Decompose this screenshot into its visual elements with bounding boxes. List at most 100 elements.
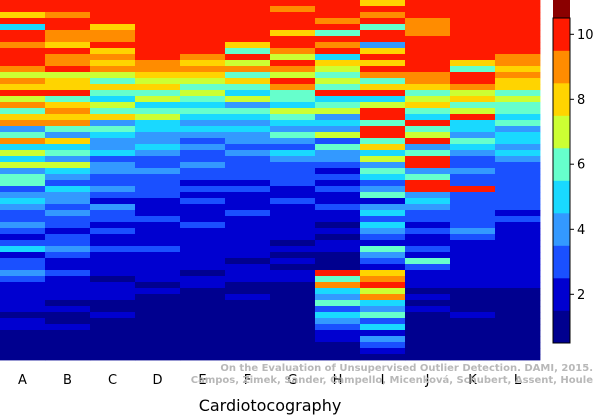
heatmap-cell	[360, 258, 406, 265]
heatmap-cell	[315, 114, 361, 121]
heatmap-cell	[135, 186, 181, 193]
heatmap-cell	[270, 12, 316, 19]
heatmap-cell	[135, 300, 181, 307]
heatmap-cell	[495, 348, 541, 355]
heatmap-cell	[180, 336, 226, 343]
heatmap-cell	[405, 36, 451, 43]
heatmap-cell	[0, 198, 46, 205]
heatmap-cell	[225, 132, 271, 139]
heatmap-cell	[360, 168, 406, 175]
heatmap-cell	[495, 6, 541, 13]
heatmap-cell	[0, 318, 46, 325]
heatmap-cell	[360, 132, 406, 139]
heatmap-cell	[135, 270, 181, 277]
heatmap-cell	[135, 102, 181, 109]
heatmap-cell	[180, 102, 226, 109]
heatmap-cell	[225, 300, 271, 307]
heatmap-cell	[360, 54, 406, 61]
heatmap-cell	[0, 78, 46, 85]
heatmap-cell	[495, 306, 541, 313]
heatmap-cell	[270, 30, 316, 37]
heatmap-cell	[225, 12, 271, 19]
heatmap-cell	[90, 114, 136, 121]
heatmap-cell	[180, 72, 226, 79]
heatmap-cell	[180, 180, 226, 187]
heatmap-cell	[270, 150, 316, 157]
heatmap-cell	[0, 330, 46, 337]
heatmap-cell	[315, 108, 361, 115]
heatmap-cell	[225, 144, 271, 151]
heatmap-cell	[135, 120, 181, 127]
heatmap-cell	[360, 282, 406, 289]
heatmap-cell	[135, 24, 181, 31]
heatmap-cell	[405, 336, 451, 343]
heatmap-cell	[270, 114, 316, 121]
heatmap-cell	[450, 114, 496, 121]
heatmap-cell	[450, 198, 496, 205]
heatmap-cell	[270, 294, 316, 301]
heatmap-cell	[135, 0, 181, 7]
heatmap-cell	[495, 222, 541, 229]
heatmap-cell	[225, 66, 271, 73]
heatmap-cell	[405, 318, 451, 325]
heatmap-cell	[0, 210, 46, 217]
heatmap-cell	[360, 180, 406, 187]
heatmap-cell	[495, 288, 541, 295]
heatmap-cell	[90, 42, 136, 49]
heatmap-cell	[270, 228, 316, 235]
heatmap-cell	[405, 324, 451, 331]
heatmap-cell	[0, 300, 46, 307]
heatmap-cell	[45, 204, 91, 211]
heatmap-cell	[360, 342, 406, 349]
colorbar-segment	[553, 50, 570, 84]
heatmap-cell	[135, 246, 181, 253]
heatmap-cell	[360, 72, 406, 79]
heatmap-cell	[315, 288, 361, 295]
heatmap-cell	[180, 186, 226, 193]
heatmap-cell	[90, 258, 136, 265]
heatmap-cell	[495, 78, 541, 85]
heatmap-cell	[450, 222, 496, 229]
heatmap-cell	[315, 222, 361, 229]
heatmap-cell	[180, 204, 226, 211]
heatmap-cell	[450, 108, 496, 115]
colorbar-segment	[553, 245, 570, 279]
heatmap-cell	[495, 180, 541, 187]
heatmap-cell	[495, 42, 541, 49]
heatmap-cell	[0, 324, 46, 331]
heatmap-cell	[315, 264, 361, 271]
heatmap-cell	[225, 330, 271, 337]
heatmap-cell	[405, 132, 451, 139]
heatmap-cell	[45, 324, 91, 331]
heatmap-cell	[495, 240, 541, 247]
heatmap-cell	[450, 72, 496, 79]
heatmap-cell	[450, 138, 496, 145]
heatmap-cell	[450, 228, 496, 235]
heatmap-cell	[495, 108, 541, 115]
heatmap-cell	[405, 144, 451, 151]
heatmap-cell	[135, 60, 181, 67]
heatmap-cell	[180, 264, 226, 271]
heatmap-cell	[135, 138, 181, 145]
heatmap-cell	[405, 198, 451, 205]
heatmap-cell	[495, 186, 541, 193]
heatmap-cell	[405, 294, 451, 301]
heatmap-cell	[135, 312, 181, 319]
heatmap-cell	[45, 336, 91, 343]
heatmap-cell	[450, 168, 496, 175]
heatmap-cell	[315, 60, 361, 67]
heatmap-cell	[495, 96, 541, 103]
heatmap-cell	[90, 174, 136, 181]
heatmap-cell	[90, 270, 136, 277]
heatmap-cell	[90, 186, 136, 193]
heatmap-cell	[270, 246, 316, 253]
heatmap-cell	[270, 66, 316, 73]
heatmap-cell	[225, 24, 271, 31]
heatmap-cell	[315, 42, 361, 49]
heatmap-cell	[495, 72, 541, 79]
heatmap-cell	[450, 336, 496, 343]
heatmap-cell	[225, 6, 271, 13]
heatmap-cell	[405, 222, 451, 229]
heatmap-cell	[90, 66, 136, 73]
heatmap-cell	[45, 12, 91, 19]
